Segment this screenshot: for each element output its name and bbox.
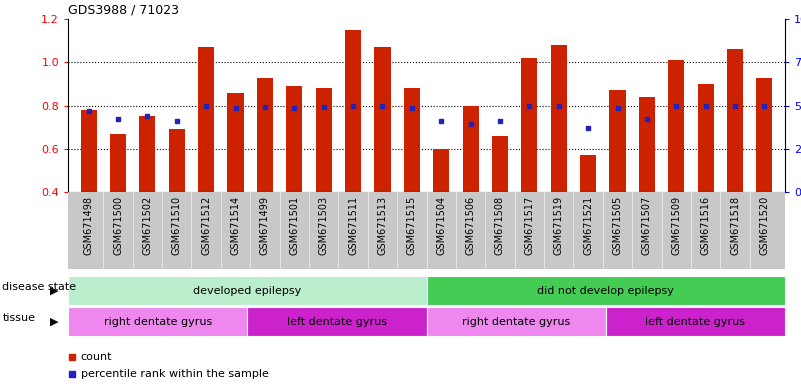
- Text: GSM671515: GSM671515: [407, 196, 417, 255]
- Bar: [606, 307, 785, 336]
- Text: GSM671512: GSM671512: [201, 196, 211, 255]
- Bar: [257, 78, 273, 278]
- Bar: [462, 106, 479, 278]
- Text: count: count: [81, 352, 112, 362]
- Bar: [404, 88, 420, 278]
- Text: GSM671501: GSM671501: [289, 196, 300, 255]
- Bar: [374, 47, 391, 278]
- Text: GSM671514: GSM671514: [231, 196, 240, 255]
- Bar: [492, 136, 508, 278]
- Text: GSM671513: GSM671513: [377, 196, 388, 255]
- Text: GSM671520: GSM671520: [759, 196, 770, 255]
- Text: GSM671500: GSM671500: [113, 196, 123, 255]
- Text: GSM671498: GSM671498: [83, 196, 94, 255]
- Text: GSM671503: GSM671503: [319, 196, 328, 255]
- Bar: [580, 155, 596, 278]
- Text: GDS3988 / 71023: GDS3988 / 71023: [68, 3, 179, 17]
- Bar: [198, 47, 214, 278]
- Text: GSM671506: GSM671506: [465, 196, 476, 255]
- Bar: [550, 45, 567, 278]
- Text: GSM671521: GSM671521: [583, 196, 593, 255]
- Bar: [433, 149, 449, 278]
- Text: GSM671519: GSM671519: [553, 196, 564, 255]
- Text: GSM671517: GSM671517: [525, 196, 534, 255]
- Text: GSM671511: GSM671511: [348, 196, 358, 255]
- Bar: [698, 84, 714, 278]
- Bar: [668, 60, 684, 278]
- Text: GSM671505: GSM671505: [613, 196, 622, 255]
- Text: disease state: disease state: [2, 282, 77, 292]
- Bar: [727, 50, 743, 278]
- Text: ▶: ▶: [50, 316, 58, 327]
- Bar: [521, 58, 537, 278]
- Text: GSM671502: GSM671502: [143, 196, 152, 255]
- Bar: [248, 307, 427, 336]
- Bar: [345, 30, 361, 278]
- Bar: [610, 91, 626, 278]
- Text: GSM671518: GSM671518: [730, 196, 740, 255]
- Text: ▶: ▶: [50, 286, 58, 296]
- Bar: [427, 276, 785, 305]
- Text: percentile rank within the sample: percentile rank within the sample: [81, 369, 268, 379]
- Bar: [756, 78, 772, 278]
- Text: GSM671509: GSM671509: [671, 196, 682, 255]
- Text: left dentate gyrus: left dentate gyrus: [646, 316, 746, 327]
- Bar: [639, 97, 655, 278]
- Text: developed epilepsy: developed epilepsy: [193, 286, 301, 296]
- Bar: [110, 134, 126, 278]
- Bar: [81, 110, 97, 278]
- Text: GSM671508: GSM671508: [495, 196, 505, 255]
- Bar: [68, 307, 248, 336]
- Text: right dentate gyrus: right dentate gyrus: [103, 316, 211, 327]
- Bar: [169, 129, 185, 278]
- Text: right dentate gyrus: right dentate gyrus: [462, 316, 570, 327]
- Bar: [68, 276, 427, 305]
- Text: GSM671499: GSM671499: [260, 196, 270, 255]
- Bar: [139, 116, 155, 278]
- Text: did not develop epilepsy: did not develop epilepsy: [537, 286, 674, 296]
- Text: GSM671516: GSM671516: [701, 196, 710, 255]
- Text: GSM671507: GSM671507: [642, 196, 652, 255]
- Text: GSM671504: GSM671504: [437, 196, 446, 255]
- Text: left dentate gyrus: left dentate gyrus: [287, 316, 387, 327]
- Text: GSM671510: GSM671510: [171, 196, 182, 255]
- Text: tissue: tissue: [2, 313, 35, 323]
- Bar: [427, 307, 606, 336]
- Bar: [286, 86, 303, 278]
- Bar: [227, 93, 244, 278]
- Bar: [316, 88, 332, 278]
